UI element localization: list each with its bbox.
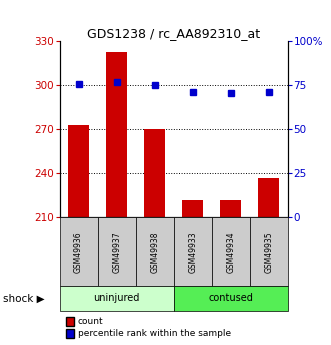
Text: uninjured: uninjured [93,294,140,303]
Text: GSM49934: GSM49934 [226,231,235,273]
Text: contused: contused [209,294,253,303]
Bar [68,125,89,217]
Text: count: count [78,317,103,326]
Bar [182,200,203,217]
Title: GDS1238 / rc_AA892310_at: GDS1238 / rc_AA892310_at [87,27,260,40]
Text: GSM49938: GSM49938 [150,231,159,273]
Text: shock ▶: shock ▶ [3,294,45,303]
Text: GSM49936: GSM49936 [74,231,83,273]
Bar [144,129,165,217]
Bar [220,200,241,217]
Text: GSM49933: GSM49933 [188,231,197,273]
Bar [259,178,279,217]
Text: GSM49937: GSM49937 [112,231,121,273]
Text: GSM49935: GSM49935 [264,231,273,273]
Bar [106,52,127,217]
Text: percentile rank within the sample: percentile rank within the sample [78,329,231,338]
